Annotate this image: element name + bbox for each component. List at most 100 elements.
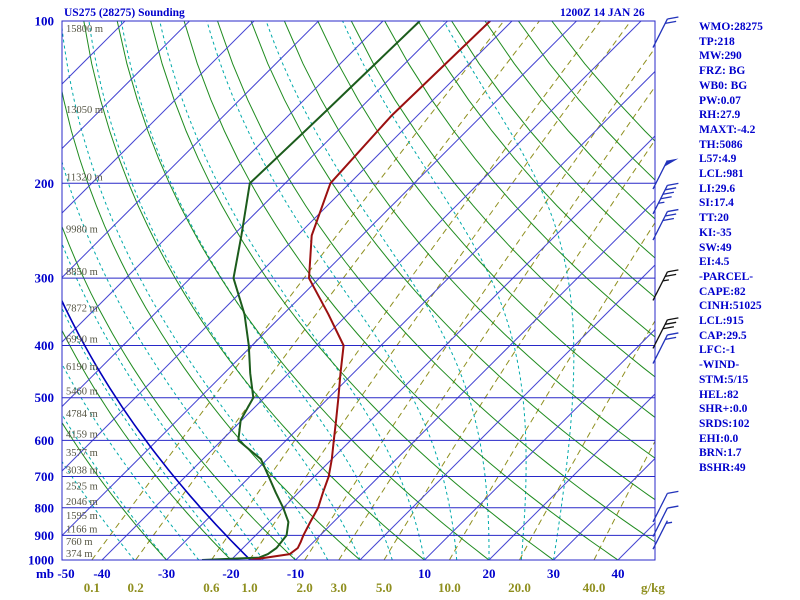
temperature-tick-label: 30 xyxy=(547,566,560,581)
temperature-tick-label: -50 xyxy=(57,566,74,581)
dry-adiabat xyxy=(217,21,655,543)
wind-barb-staff xyxy=(652,18,668,48)
pressure-tick-label: 200 xyxy=(35,176,55,191)
mixing-ratio-tick-label: 0.1 xyxy=(84,580,100,595)
isotherm xyxy=(295,199,655,560)
moist-adiabat xyxy=(159,21,425,560)
wind-barb-half xyxy=(665,521,673,524)
height-label: 6990 m xyxy=(66,335,98,346)
wind-barb-full xyxy=(665,213,677,217)
index-line: PW:0.07 xyxy=(699,94,741,107)
dewpoint-trace xyxy=(201,21,421,560)
sounding-datetime: 1200Z 14 JAN 26 xyxy=(560,7,645,19)
temperature-tick-label: -30 xyxy=(158,566,175,581)
moist-adiabat xyxy=(265,21,490,560)
moist-adiabat xyxy=(62,242,264,560)
wind-barb-staff xyxy=(652,493,668,523)
dry-adiabat xyxy=(183,21,619,560)
mixing-ratio-line xyxy=(210,21,601,560)
pressure-tick-label: 800 xyxy=(35,500,55,515)
height-label: 4784 m xyxy=(66,409,98,420)
height-label: 7872 m xyxy=(66,303,98,314)
height-label: 15800 m xyxy=(66,24,103,35)
height-label: 8850 m xyxy=(66,267,98,278)
parcel-trace xyxy=(62,299,251,560)
dry-adiabat xyxy=(384,21,655,338)
isotherm xyxy=(62,21,577,537)
wind-barb-full xyxy=(665,187,677,191)
mixing-ratio-tick-label: 5.0 xyxy=(376,580,392,595)
isotherm xyxy=(359,264,655,560)
index-line: -PARCEL- xyxy=(699,270,754,283)
index-line: WB0: BG xyxy=(699,79,748,92)
height-label: 3577 m xyxy=(66,448,98,459)
moist-adiabat xyxy=(88,21,361,560)
wind-barb-half xyxy=(662,279,670,282)
index-line: EI:4.5 xyxy=(699,256,730,269)
pressure-tick-label: 900 xyxy=(35,528,55,543)
mixing-ratio-line xyxy=(448,221,655,560)
wind-barb-staff xyxy=(652,520,668,550)
wind-barb-full xyxy=(667,208,679,213)
index-line: HEL:82 xyxy=(699,388,739,401)
isotherm xyxy=(62,21,255,214)
pressure-tick-label: 100 xyxy=(35,14,55,29)
moist-adiabat xyxy=(62,160,296,560)
indices-panel: WMO:28275 TP:218 MW:290 FRZ: BG WB0: BG PW:0.… xyxy=(699,20,763,476)
mixing-ratio-line xyxy=(338,85,655,560)
wind-barb-staff xyxy=(652,334,668,364)
wind-barb-staff xyxy=(652,211,668,241)
isotherm xyxy=(101,21,642,560)
temperature-tick-label: -10 xyxy=(287,566,304,581)
index-line: STM:5/15 xyxy=(699,373,749,386)
index-line: BSHR:49 xyxy=(699,462,746,475)
pressure-tick-label: 400 xyxy=(35,338,55,353)
moist-adiabat xyxy=(62,460,135,560)
isotherm xyxy=(488,393,655,560)
wind-barb-full xyxy=(667,182,679,186)
dry-adiabat xyxy=(83,21,425,560)
dry-adiabat xyxy=(283,21,655,459)
temperature-tick-label: -40 xyxy=(93,566,110,581)
isotherm xyxy=(424,328,655,560)
dry-adiabat xyxy=(317,21,655,418)
plot-area xyxy=(62,21,655,560)
temperature-tick-label: 10 xyxy=(418,566,431,581)
index-line: L57:4.9 xyxy=(699,153,737,166)
moist-adiabat xyxy=(62,413,167,560)
index-line: LFC:-1 xyxy=(699,344,736,357)
wind-barb-staff xyxy=(652,160,668,190)
moist-adiabat xyxy=(62,23,329,560)
moist-adiabat xyxy=(62,307,232,560)
index-line: TH:5086 xyxy=(699,138,743,151)
isotherm xyxy=(166,70,655,560)
isotherm xyxy=(230,135,655,560)
height-label: 2525 m xyxy=(66,482,98,493)
height-label: 2046 m xyxy=(66,497,98,508)
index-line: MW:290 xyxy=(699,50,742,63)
index-line: SRDS:102 xyxy=(699,417,750,430)
index-line: LCL:981 xyxy=(699,168,744,181)
height-label: 11320 m xyxy=(66,172,103,183)
wind-barb-staff xyxy=(652,271,668,301)
wind-barb-full xyxy=(662,217,675,222)
dry-adiabat xyxy=(62,421,167,560)
mixing-ratio-line xyxy=(304,47,655,560)
temperature-tick-label: 20 xyxy=(483,566,496,581)
wind-barb-full xyxy=(667,317,679,321)
isotherm xyxy=(62,21,384,343)
mixing-ratio-unit-label: g/kg xyxy=(641,580,665,595)
dry-adiabat xyxy=(62,329,232,560)
index-line: BRN:1.7 xyxy=(699,447,742,460)
height-label: 3038 m xyxy=(66,466,98,477)
wind-barb-full xyxy=(665,20,677,25)
index-line: CAP:29.5 xyxy=(699,329,747,342)
height-label: 1595 m xyxy=(66,511,98,522)
index-line: SW:49 xyxy=(699,241,732,254)
isotherm xyxy=(62,21,513,472)
dry-adiabat xyxy=(116,21,490,560)
height-label: 13050 m xyxy=(66,105,103,116)
wind-barb-full xyxy=(665,336,677,341)
height-label: 374 m xyxy=(66,549,93,560)
wind-barb-full xyxy=(667,16,679,20)
